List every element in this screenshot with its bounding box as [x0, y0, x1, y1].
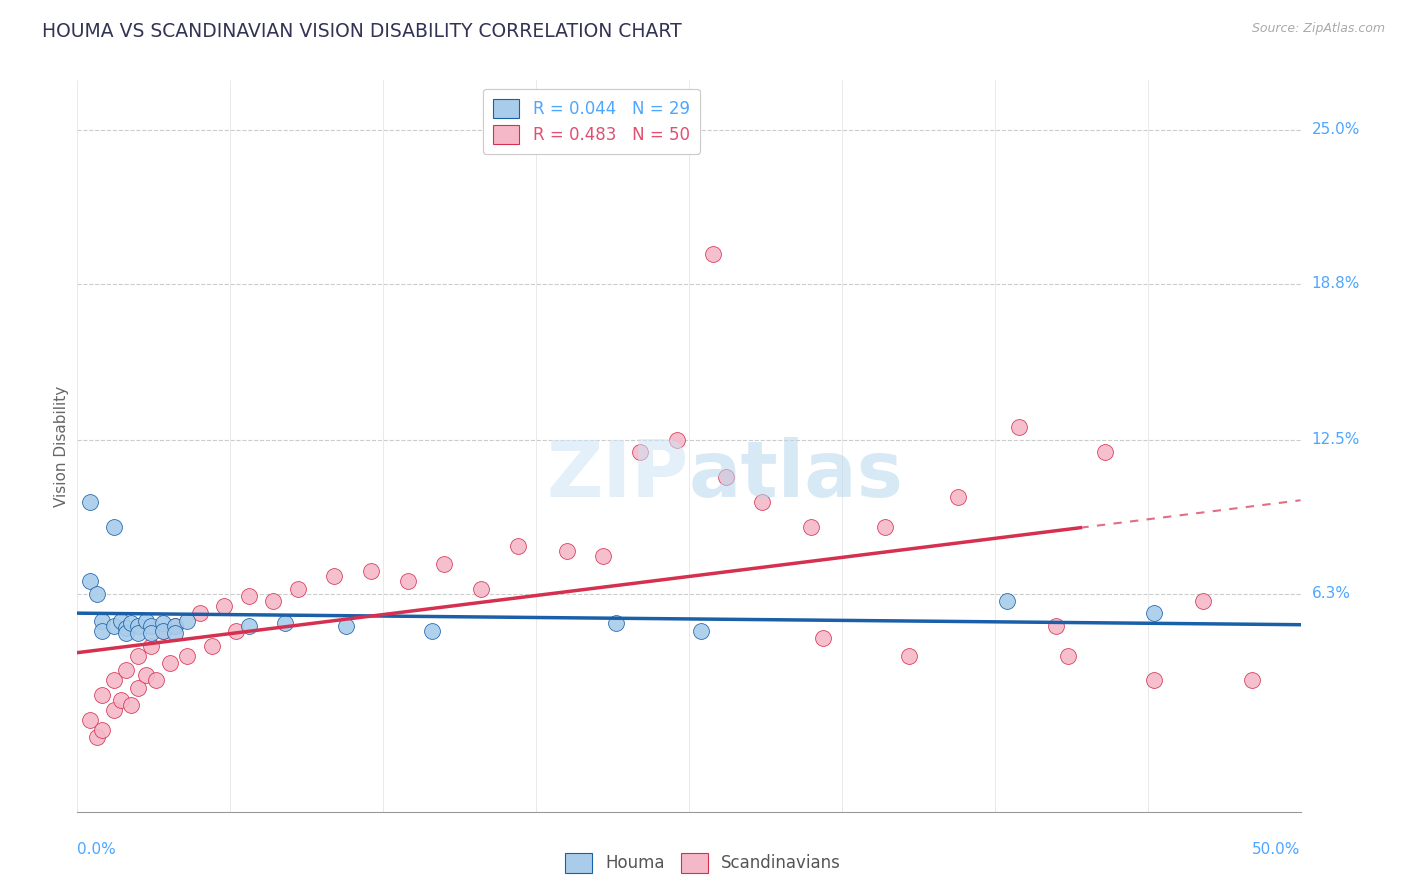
Point — [115, 621, 138, 635]
Point — [274, 616, 297, 631]
Point — [813, 631, 835, 645]
Point — [555, 544, 578, 558]
Point — [628, 445, 651, 459]
Point — [152, 616, 174, 631]
Point — [287, 582, 309, 596]
Text: atlas: atlas — [689, 437, 904, 513]
Point — [127, 648, 149, 663]
Point — [800, 519, 823, 533]
Point — [79, 713, 101, 727]
Point — [127, 681, 149, 695]
Text: HOUMA VS SCANDINAVIAN VISION DISABILITY CORRELATION CHART: HOUMA VS SCANDINAVIAN VISION DISABILITY … — [42, 22, 682, 41]
Point — [120, 616, 142, 631]
Point — [335, 619, 357, 633]
Point — [238, 619, 260, 633]
Point — [995, 594, 1018, 608]
Point — [86, 586, 108, 600]
Point — [1191, 594, 1213, 608]
Point — [262, 594, 284, 608]
Point — [139, 639, 162, 653]
Point — [135, 614, 157, 628]
Point — [1057, 648, 1080, 663]
Point — [396, 574, 419, 588]
Point — [103, 619, 125, 633]
Point — [145, 673, 167, 688]
Legend: R = 0.044   N = 29, R = 0.483   N = 50: R = 0.044 N = 29, R = 0.483 N = 50 — [482, 88, 700, 153]
Point — [212, 599, 235, 613]
Point — [165, 619, 187, 633]
Point — [201, 639, 224, 653]
Point — [420, 624, 443, 638]
Point — [110, 614, 132, 628]
Point — [90, 624, 112, 638]
Point — [605, 616, 627, 631]
Point — [152, 624, 174, 638]
Text: 25.0%: 25.0% — [1312, 122, 1360, 137]
Point — [665, 433, 688, 447]
Point — [127, 626, 149, 640]
Text: 6.3%: 6.3% — [1312, 586, 1351, 601]
Point — [103, 673, 125, 688]
Point — [90, 688, 112, 702]
Point — [90, 723, 112, 737]
Point — [127, 619, 149, 633]
Point — [115, 626, 138, 640]
Point — [152, 624, 174, 638]
Text: 50.0%: 50.0% — [1253, 842, 1301, 857]
Point — [176, 614, 198, 628]
Point — [714, 470, 737, 484]
Point — [1045, 619, 1067, 633]
Point — [90, 614, 112, 628]
Point — [159, 656, 181, 670]
Y-axis label: Vision Disability: Vision Disability — [53, 385, 69, 507]
Point — [1094, 445, 1116, 459]
Point — [751, 495, 773, 509]
Text: 0.0%: 0.0% — [77, 842, 117, 857]
Point — [139, 626, 162, 640]
Text: 12.5%: 12.5% — [1312, 433, 1360, 447]
Point — [1143, 673, 1166, 688]
Point — [139, 619, 162, 633]
Legend: Houma, Scandinavians: Houma, Scandinavians — [558, 847, 848, 880]
Text: Source: ZipAtlas.com: Source: ZipAtlas.com — [1251, 22, 1385, 36]
Point — [702, 247, 724, 261]
Point — [506, 540, 529, 554]
Point — [360, 564, 382, 578]
Point — [135, 668, 157, 682]
Point — [79, 495, 101, 509]
Point — [470, 582, 492, 596]
Point — [225, 624, 247, 638]
Point — [110, 693, 132, 707]
Point — [323, 569, 346, 583]
Point — [873, 519, 896, 533]
Point — [592, 549, 614, 564]
Point — [1143, 607, 1166, 621]
Point — [690, 624, 713, 638]
Point — [1008, 420, 1031, 434]
Point — [115, 664, 138, 678]
Point — [103, 703, 125, 717]
Point — [176, 648, 198, 663]
Point — [165, 626, 187, 640]
Point — [946, 490, 969, 504]
Point — [433, 557, 456, 571]
Point — [238, 589, 260, 603]
Point — [898, 648, 921, 663]
Text: ZIP: ZIP — [547, 437, 689, 513]
Text: 18.8%: 18.8% — [1312, 277, 1360, 291]
Point — [86, 731, 108, 745]
Point — [165, 619, 187, 633]
Point — [79, 574, 101, 588]
Point — [120, 698, 142, 712]
Point — [103, 519, 125, 533]
Point — [188, 607, 211, 621]
Point — [1240, 673, 1263, 688]
